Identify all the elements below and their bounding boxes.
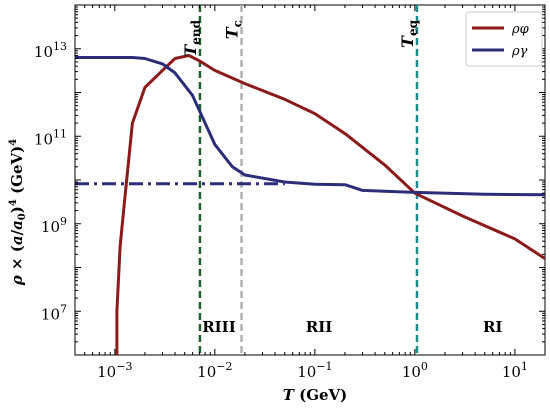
legend-label: ρφ xyxy=(511,22,530,37)
y-tick-label: 109 xyxy=(41,215,67,236)
region-label-riii: RIII xyxy=(202,318,236,336)
legend: ρφ ργ xyxy=(465,11,543,67)
vertical-line-label-end: Tend xyxy=(181,19,203,56)
x-tick-label: 101 xyxy=(502,360,528,381)
x-axis-ticks: 10−3 10−2 10−1 100 101 xyxy=(74,5,546,381)
vertical-lines xyxy=(198,5,419,355)
data-series xyxy=(75,54,545,355)
vertical-line-label-eq: Teq xyxy=(398,19,420,48)
region-label-rii: RII xyxy=(306,318,333,336)
series-line-1 xyxy=(75,56,545,197)
y-tick-label: 1013 xyxy=(34,40,67,61)
vertical-line-label-c: Tc xyxy=(223,20,245,39)
x-tick-label: 10−2 xyxy=(197,360,232,381)
y-tick-label: 1011 xyxy=(34,127,67,148)
region-label-ri: RI xyxy=(483,318,502,336)
series-line-0 xyxy=(115,54,545,355)
x-tick-label: 10−3 xyxy=(97,360,132,381)
y-axis-ticks: 107 109 1011 1013 xyxy=(34,4,545,356)
region-labels: RIII RII RI xyxy=(202,318,502,336)
x-axis-title: T (GeV) xyxy=(283,386,348,404)
y-axis-title: ρ × (a/a0)4 (GeV)4 xyxy=(8,139,28,287)
legend-label: ργ xyxy=(511,44,528,59)
vertical-line-labels: Tend Tc Teq xyxy=(181,19,420,56)
legend-box xyxy=(465,11,543,67)
x-tick-label: 10−1 xyxy=(297,360,332,381)
x-tick-label: 100 xyxy=(402,360,428,381)
y-tick-label: 107 xyxy=(41,302,67,323)
